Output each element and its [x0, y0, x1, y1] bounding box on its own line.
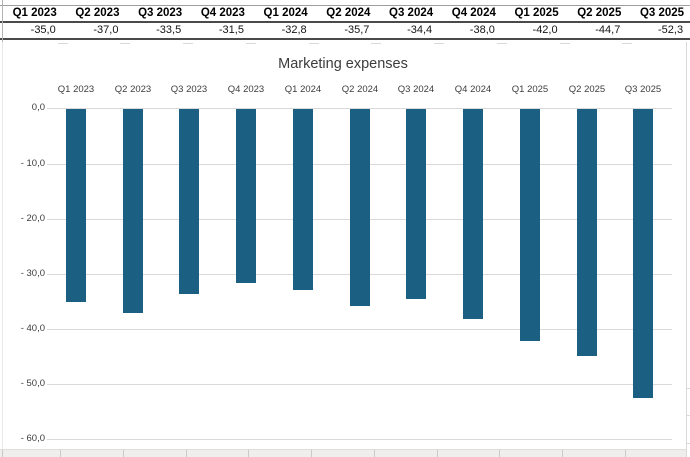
column-gridline-tick [374, 450, 375, 457]
category-label: Q2 2024 [341, 84, 379, 95]
table-header-cell[interactable]: Q4 2023 [200, 7, 245, 19]
table-value-cell[interactable]: -52,3 [658, 24, 684, 36]
table-value-cell[interactable]: -33,5 [156, 24, 182, 36]
column-gridline-tick [60, 450, 61, 457]
column-gridline-tick [248, 450, 249, 457]
table-value-cell[interactable]: -32,8 [281, 24, 307, 36]
bar[interactable] [123, 109, 143, 313]
cell-border-tick [120, 43, 130, 44]
table-top-border [0, 5, 690, 6]
column-gridline-tick [2, 450, 3, 457]
column-gridline-tick [311, 450, 312, 457]
chart-title: Marketing expenses [278, 56, 408, 72]
chart-bottom-edge [0, 449, 686, 450]
table-value-cell[interactable]: -37,0 [93, 24, 119, 36]
table-header-underline [0, 21, 690, 23]
column-gridline-tick [499, 450, 500, 457]
category-label: Q1 2023 [57, 84, 95, 95]
table-values-row: -35,0 -37,0 -33,5 -31,5 -32,8 -35,7 -34,4 -38,0… [0, 24, 690, 37]
table-value-cell[interactable]: -35,7 [344, 24, 370, 36]
cell-border-tick [309, 43, 319, 44]
y-tick-label: - 60,0 [20, 433, 45, 444]
bar[interactable] [520, 109, 540, 341]
column-gridline-tick [562, 450, 563, 457]
table-values-underline [0, 38, 690, 40]
cell-border-tick [560, 43, 570, 44]
y-tick-label: - 50,0 [20, 378, 45, 389]
cell-border-tick [58, 43, 68, 44]
cell-border-tick [371, 43, 381, 44]
cell-border-tick [497, 43, 507, 44]
y-tick-label: - 20,0 [20, 213, 45, 224]
y-gridline [47, 439, 672, 440]
column-gridline-tick [123, 450, 124, 457]
table-value-cell[interactable]: -31,5 [218, 24, 244, 36]
sheet-column-gridline-left-lower [2, 42, 3, 450]
table-value-cell[interactable]: -35,0 [30, 24, 56, 36]
table-header-cell[interactable]: Q2 2024 [326, 7, 371, 19]
y-tick-label: - 30,0 [20, 268, 45, 279]
chart[interactable]: Marketing expenses 0,0 - 10,0 - 20,0 - 30,0… [0, 42, 690, 450]
category-label: Q3 2024 [397, 84, 435, 95]
table-value-cell[interactable]: -38,0 [469, 24, 495, 36]
category-label: Q3 2023 [170, 84, 208, 95]
bar[interactable] [179, 109, 199, 294]
table-header-cell[interactable]: Q2 2025 [577, 7, 622, 19]
sheet-column-gridline-left [2, 0, 3, 42]
table-value-cell[interactable]: -44,7 [595, 24, 621, 36]
y-gridline [47, 108, 672, 109]
cell-border-tick [246, 43, 256, 44]
table-header-cell[interactable]: Q3 2025 [639, 7, 685, 19]
table-header-row: Q1 2023 Q2 2023 Q3 2023 Q4 2023 Q1 2024 Q2 20… [0, 6, 690, 21]
bar[interactable] [66, 109, 86, 302]
y-gridline [47, 329, 672, 330]
category-label: Q1 2025 [511, 84, 549, 95]
column-gridline-tick [186, 450, 187, 457]
table-value-cell[interactable]: -34,4 [407, 24, 433, 36]
sheet-column-gridline-right [686, 42, 687, 457]
row-gridline-stub [687, 415, 690, 416]
bar[interactable] [633, 109, 653, 398]
bar[interactable] [350, 109, 370, 306]
table-header-cell[interactable]: Q1 2024 [263, 7, 308, 19]
sheet-bottom-row [0, 450, 686, 457]
category-label: Q4 2023 [227, 84, 265, 95]
column-gridline-tick [625, 450, 626, 457]
table-header-cell[interactable]: Q4 2024 [451, 7, 496, 19]
bar[interactable] [577, 109, 597, 356]
y-gridline [47, 384, 672, 385]
table-header-cell[interactable]: Q1 2023 [12, 7, 57, 19]
table-header-cell[interactable]: Q2 2023 [75, 7, 120, 19]
bar[interactable] [293, 109, 313, 290]
bar[interactable] [236, 109, 256, 283]
table-header-cell[interactable]: Q3 2024 [389, 7, 434, 19]
table-header-cell[interactable]: Q1 2025 [514, 7, 559, 19]
bar[interactable] [406, 109, 426, 299]
column-gridline-tick [437, 450, 438, 457]
category-label: Q3 2025 [624, 84, 662, 95]
category-label: Q2 2025 [568, 84, 606, 95]
category-label: Q2 2023 [114, 84, 152, 95]
category-label: Q1 2024 [284, 84, 322, 95]
category-label: Q4 2024 [454, 84, 492, 95]
cell-border-tick [434, 43, 444, 44]
table-header-cell[interactable]: Q3 2023 [138, 7, 183, 19]
table-value-cell[interactable]: -42,0 [532, 24, 558, 36]
cell-border-tick [622, 43, 632, 44]
y-tick-label: 0,0 [31, 102, 45, 113]
row-gridline-stub [687, 388, 690, 389]
row-gridline-stub [687, 443, 690, 444]
cell-border-tick [183, 43, 193, 44]
y-tick-label: - 10,0 [20, 158, 45, 169]
y-tick-label: - 40,0 [20, 323, 45, 334]
bar[interactable] [463, 109, 483, 319]
